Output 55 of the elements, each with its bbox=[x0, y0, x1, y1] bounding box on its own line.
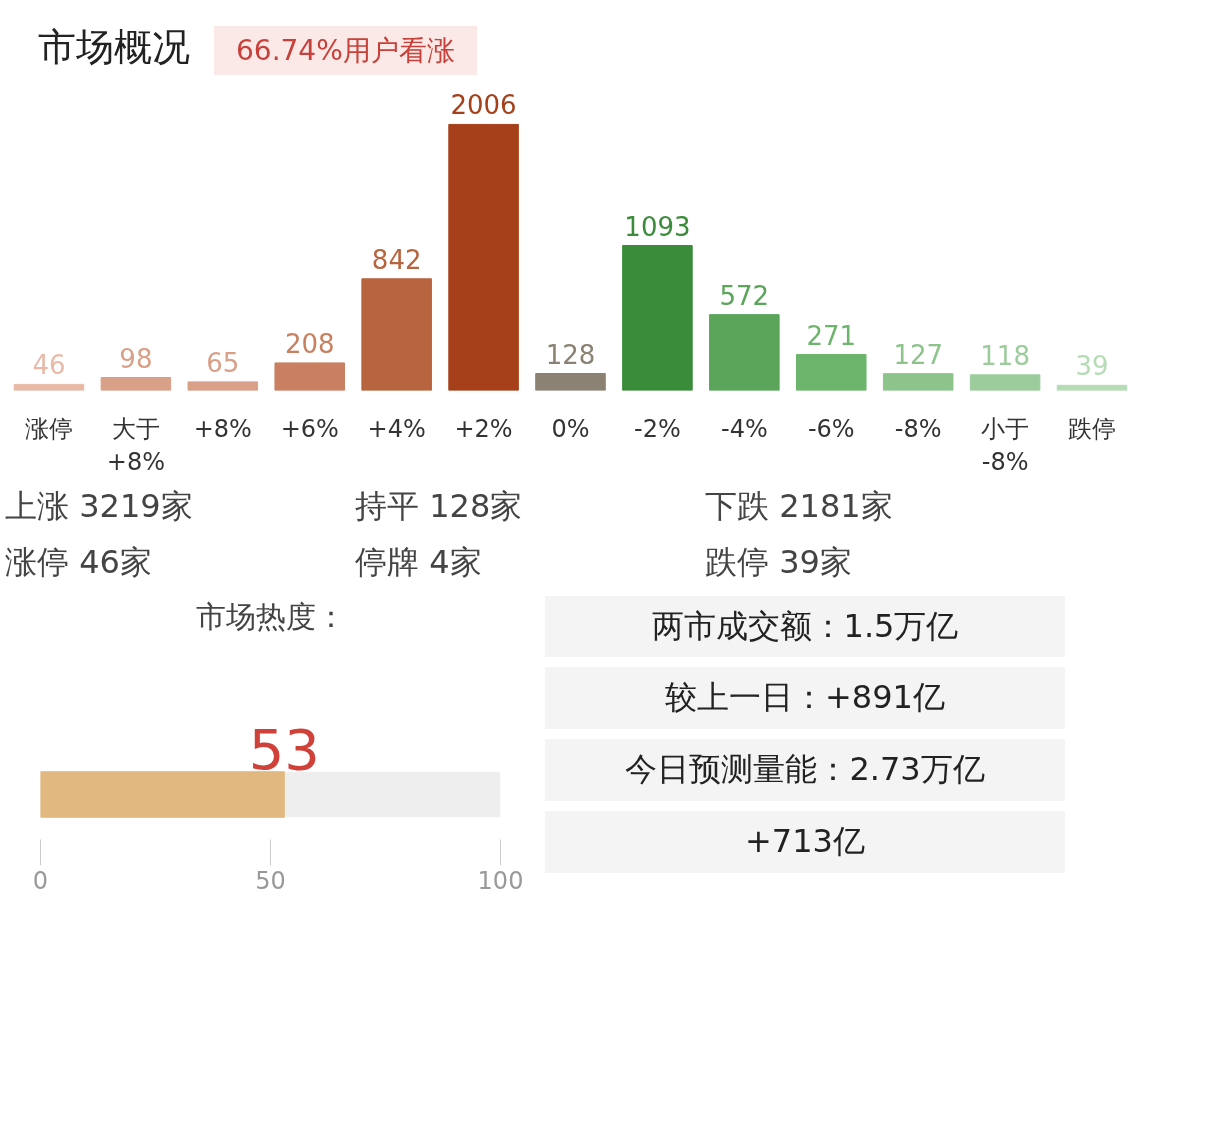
x-tick-label: 大于 +8% bbox=[106, 414, 165, 477]
text: +713亿 bbox=[745, 820, 865, 862]
bar bbox=[969, 374, 1041, 391]
bar bbox=[274, 362, 345, 391]
data-label: 118 bbox=[980, 341, 1030, 372]
data-label: 842 bbox=[371, 245, 422, 276]
bar bbox=[100, 377, 172, 391]
chart-title: 市场热度： bbox=[195, 598, 346, 634]
text: 两市成交额：1.5万亿 bbox=[651, 605, 959, 647]
text: 停牌 4家 bbox=[355, 542, 482, 583]
text: 较上一日：+891亿 bbox=[665, 677, 945, 719]
data-label: 208 bbox=[284, 329, 335, 360]
x-tick-label: -2% bbox=[634, 414, 681, 443]
x-tick-label: +2% bbox=[454, 414, 513, 443]
text: 涨停 46家 bbox=[5, 542, 152, 583]
x-tick-label: -6% bbox=[807, 414, 855, 443]
bar bbox=[535, 373, 606, 391]
x-tick-label: 0 bbox=[32, 866, 49, 895]
bar bbox=[361, 278, 432, 391]
bar bbox=[709, 314, 780, 391]
data-label: 1093 bbox=[624, 211, 691, 242]
data-label: 98 bbox=[119, 343, 153, 374]
data-label: 46 bbox=[32, 350, 66, 381]
text: 上涨 3219家 bbox=[5, 486, 193, 528]
bar bbox=[882, 373, 954, 391]
bar bbox=[796, 354, 867, 391]
x-tick-label: -4% bbox=[720, 414, 768, 443]
x-tick-label: +8% bbox=[193, 414, 252, 443]
bar bbox=[187, 381, 259, 391]
x-tick-label: -8% bbox=[894, 414, 942, 443]
text: 下跌 2181家 bbox=[705, 486, 893, 528]
data-label: 65 bbox=[206, 348, 240, 379]
text: 持平 128家 bbox=[355, 486, 523, 528]
bar bbox=[13, 384, 85, 391]
x-tick-label: 100 bbox=[477, 866, 524, 895]
x-tick-label: +6% bbox=[280, 414, 339, 443]
text: 跌停 39家 bbox=[705, 542, 852, 583]
x-tick-label: 50 bbox=[255, 866, 286, 895]
text: 今日预测量能：2.73万亿 bbox=[625, 749, 985, 791]
x-tick-label: +4% bbox=[367, 414, 426, 443]
data-label: 53 bbox=[248, 716, 320, 782]
chart-title: 市场概况 bbox=[38, 25, 190, 69]
bar bbox=[622, 245, 693, 391]
data-label: 127 bbox=[893, 339, 944, 370]
x-tick-label: 0% bbox=[551, 414, 590, 443]
data-label: 128 bbox=[545, 339, 596, 370]
x-tick-label: 涨停 bbox=[24, 414, 73, 443]
x-tick-label: 跌停 bbox=[1068, 414, 1117, 443]
x-tick-label: 小于 -8% bbox=[981, 414, 1030, 477]
data-label: 271 bbox=[806, 320, 857, 351]
data-label: 39 bbox=[1075, 351, 1109, 382]
bar bbox=[448, 124, 519, 391]
data-label: 572 bbox=[719, 280, 770, 311]
chart-subtitle: 66.74%用户看涨 bbox=[214, 26, 477, 75]
data-label: 2006 bbox=[450, 90, 517, 121]
